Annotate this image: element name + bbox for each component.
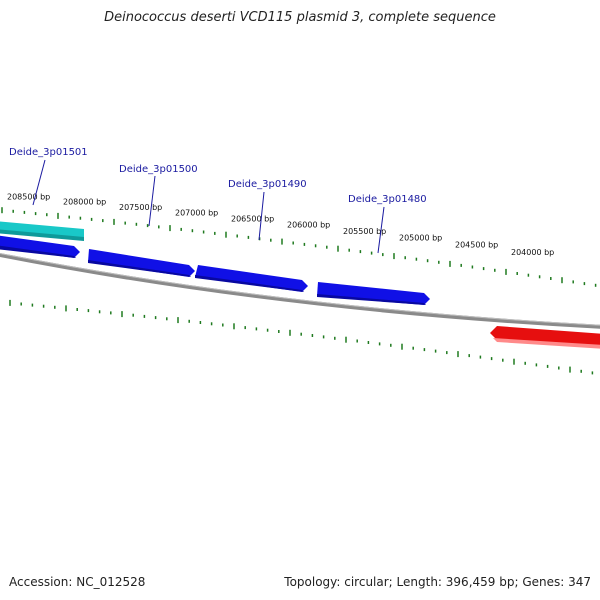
gene-label-leaders: [32, 159, 385, 254]
inner-scale-ticks: [9, 299, 594, 375]
gene-blue-1[interactable]: [0, 235, 80, 258]
scale-labels: 208500 bp 208000 bp 207500 bp 207000 bp 2065…: [7, 192, 554, 256]
outer-scale-ticks: [1, 207, 597, 287]
gene-cyan[interactable]: [0, 221, 84, 241]
accession-text: Accession: NC_012528: [9, 575, 146, 589]
gene-red[interactable]: [490, 326, 600, 349]
plasmid-backbone: [0, 252, 600, 329]
scale-label: 207500 bp: [119, 203, 162, 212]
scale-label: 205000 bp: [399, 234, 442, 243]
scale-label: 208000 bp: [63, 198, 106, 207]
scale-label: 205500 bp: [343, 227, 386, 236]
scale-label: 204500 bp: [455, 241, 498, 250]
scale-label: 206500 bp: [231, 214, 274, 223]
gene-deide-3p01490[interactable]: [195, 265, 308, 292]
gene-label-deide-3p01500: Deide_3p01500: [119, 164, 198, 175]
summary-text: Topology: circular; Length: 396,459 bp; …: [284, 575, 591, 589]
scale-label: 208500 bp: [7, 192, 50, 201]
gene-label-deide-3p01501: Deide_3p01501: [9, 147, 88, 158]
map-title: Deinococcus deserti VCD115 plasmid 3, co…: [104, 10, 496, 25]
gene-label-deide-3p01480: Deide_3p01480: [348, 194, 427, 205]
gene-label-deide-3p01490: Deide_3p01490: [228, 179, 307, 190]
scale-label: 207000 bp: [175, 209, 218, 218]
gene-deide-3p01500[interactable]: [88, 249, 195, 277]
scale-label: 206000 bp: [287, 221, 330, 230]
gene-deide-3p01480[interactable]: [317, 282, 430, 305]
scale-label: 204000 bp: [511, 248, 554, 257]
